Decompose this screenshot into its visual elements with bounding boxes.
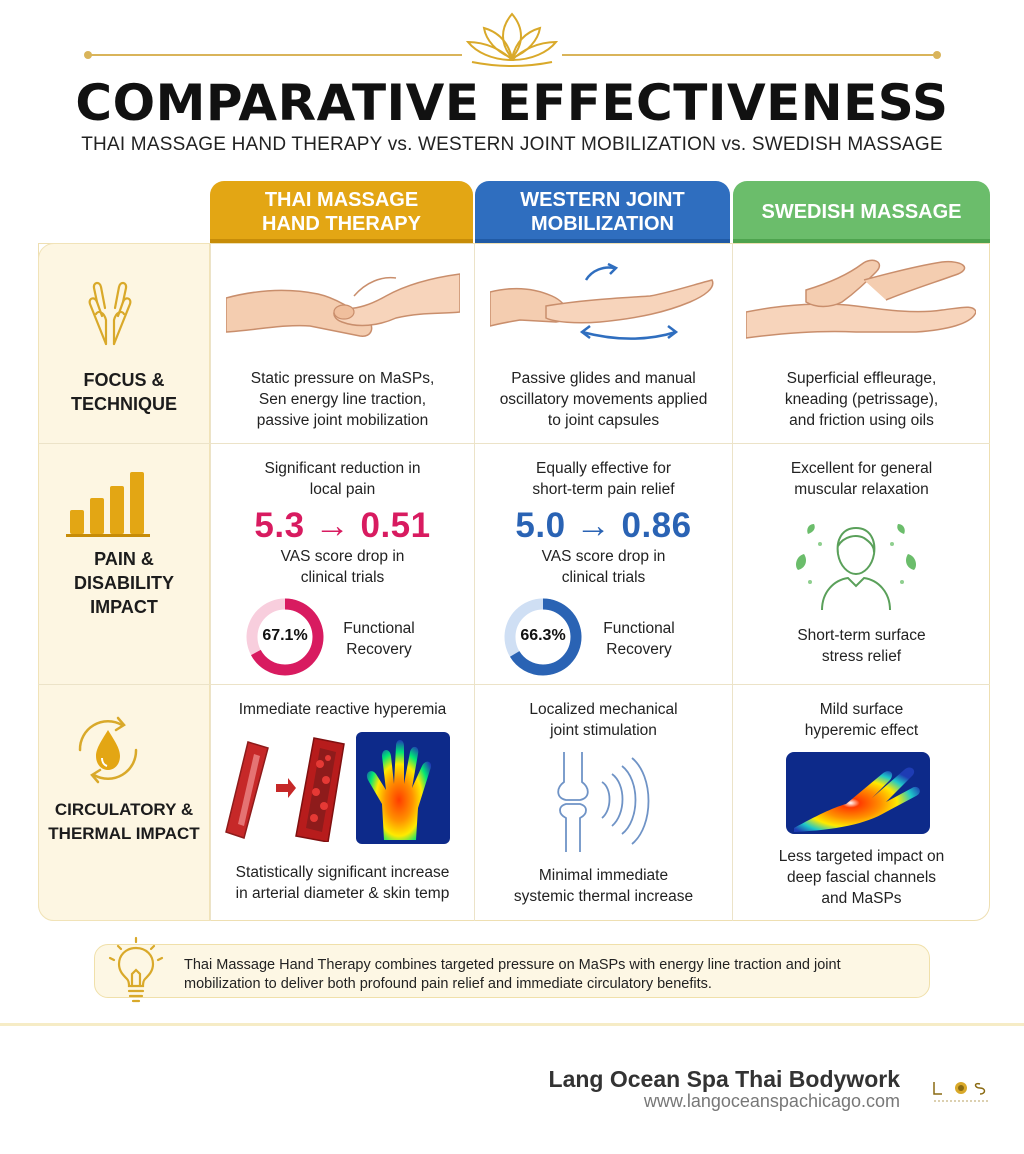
relaxed-person-icon <box>796 524 916 611</box>
thai-hands-illustration <box>226 273 460 337</box>
western-circ-outro: Minimal immediate systemic thermal increa… <box>513 867 694 905</box>
swedish-circ-intro: Mild surface hyperemic effect <box>804 701 919 739</box>
western-recovery-label: Functional Recovery <box>603 620 675 658</box>
western-recovery-percent: 66.3% <box>520 627 566 644</box>
swedish-thermal-hand-image <box>786 752 930 834</box>
thai-recovery-label: Functional Recovery <box>343 620 415 658</box>
column-header-western: WESTERN JOINT MOBILIZATION <box>475 181 730 243</box>
swedish-hands-illustration <box>746 259 976 339</box>
top-ornament <box>84 12 941 67</box>
western-recovery-donut <box>504 598 582 676</box>
row-label-circulatory: CIRCULATORY & THERMAL IMPACT <box>48 800 200 843</box>
western-vas-score: 5.0 → 0.86 <box>515 506 692 545</box>
blood-vessel-illustration <box>225 737 345 842</box>
western-vas-note: VAS score drop in clinical trials <box>541 548 666 586</box>
column-header-swedish: SWEDISH MASSAGE <box>733 181 990 243</box>
thai-vas-note: VAS score drop in clinical trials <box>280 548 405 586</box>
column-header-thai: THAI MASSAGE HAND THERAPY <box>210 181 473 243</box>
praying-hands-icon <box>88 281 132 346</box>
western-circ-intro: Localized mechanical joint stimulation <box>529 701 678 739</box>
row-label-pain: PAIN & DISABILITY IMPACT <box>73 549 174 617</box>
footer-business-name: Lang Ocean Spa Thai Bodywork <box>548 1066 900 1092</box>
thai-circ-intro: Immediate reactive hyperemia <box>238 701 447 718</box>
page-subtitle: THAI MASSAGE HAND THERAPY vs. WESTERN JO… <box>81 134 943 155</box>
swedish-circ-outro: Less targeted impact on deep fascial chan… <box>778 848 945 907</box>
row-label-column <box>38 243 210 921</box>
thai-vas-score: 5.3 → 0.51 <box>254 506 431 545</box>
row-label-focus: FOCUS & TECHNIQUE <box>70 370 177 414</box>
bar-chart-icon <box>66 472 150 537</box>
drop-cycle-icon <box>78 716 138 784</box>
knee-joint-icon <box>557 752 650 852</box>
summary-box <box>94 944 930 998</box>
summary-text: Thai Massage Hand Therapy combines targe… <box>184 957 841 992</box>
lightbulb-icon <box>108 936 164 1003</box>
western-hands-illustration <box>490 262 714 340</box>
western-pain-intro: Equally effective for short-term pain rel… <box>532 460 675 498</box>
thai-pain-intro: Significant reduction in local pain <box>264 460 421 498</box>
thai-recovery-percent: 67.1% <box>262 627 308 644</box>
swedish-focus-text: Superficial effleurage, kneading (petriss… <box>784 370 939 429</box>
footer-divider <box>0 1023 1024 1026</box>
page-title: COMPARATIVE EFFECTIVENESS <box>75 74 949 132</box>
thermal-hand-image <box>356 732 450 844</box>
footer-url[interactable]: www.langoceanspachicago.com <box>643 1091 900 1111</box>
swedish-pain-outro: Short-term surface stress relief <box>797 627 926 665</box>
thai-focus-text: Static pressure on MaSPs, Sen energy line… <box>250 370 435 429</box>
thai-recovery-donut <box>246 598 324 676</box>
brand-logo <box>933 1082 988 1102</box>
swedish-pain-intro: Excellent for general muscular relaxation <box>790 460 933 498</box>
lotus-icon <box>465 12 559 67</box>
western-focus-text: Passive glides and manual oscillatory mov… <box>499 370 708 429</box>
thai-circ-outro: Statistically significant increase in art… <box>235 864 450 902</box>
